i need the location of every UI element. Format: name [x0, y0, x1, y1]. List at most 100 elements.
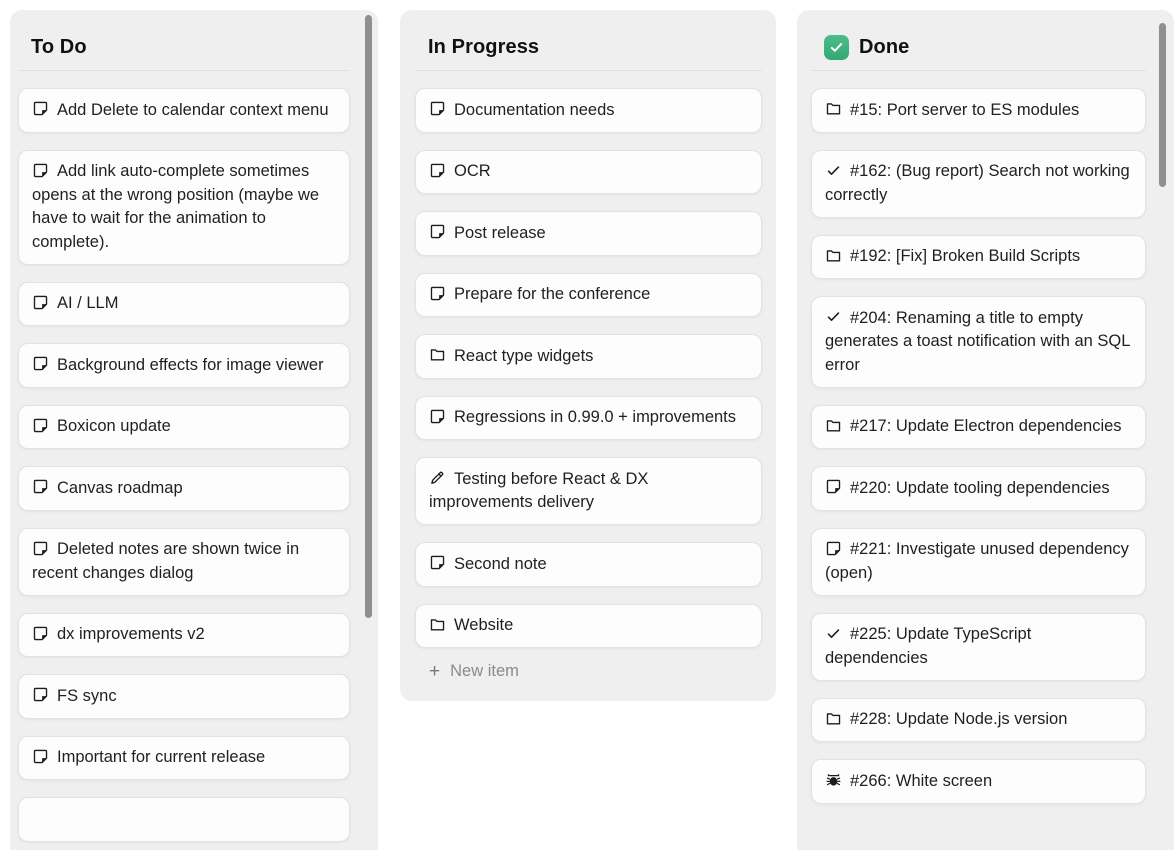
card-list: #15: Port server to ES modules #162: (Bug… — [811, 88, 1146, 804]
card-text: Regressions in 0.99.0 + improvements — [454, 408, 737, 426]
scrollbar-thumb[interactable] — [1159, 23, 1166, 187]
note-icon — [32, 162, 57, 180]
note-icon — [429, 285, 454, 303]
kanban-card[interactable]: #220: Update tooling dependencies — [811, 466, 1146, 511]
note-icon — [429, 555, 454, 573]
column-divider — [415, 70, 762, 71]
kanban-card[interactable]: OCR — [415, 149, 762, 194]
column-divider — [811, 70, 1146, 71]
column-title: In Progress — [428, 36, 540, 58]
card-text: Prepare for the conference — [454, 285, 651, 303]
card-text: Testing before React & DX improvements d… — [429, 469, 649, 512]
kanban-card[interactable]: Testing before React & DX improvements d… — [415, 457, 762, 525]
card-text: dx improvements v2 — [57, 625, 205, 643]
kanban-card[interactable]: Prepare for the conference — [415, 272, 762, 317]
folder-icon — [429, 347, 454, 365]
note-icon — [32, 625, 57, 643]
folder-icon — [429, 616, 454, 634]
note-icon — [32, 417, 57, 435]
plus-icon: + — [429, 661, 441, 682]
card-text: #162: (Bug report) Search not working co… — [825, 162, 1130, 204]
new-item-label: New item — [450, 662, 519, 680]
card-text: #228: Update Node.js version — [850, 710, 1068, 728]
card-text: #225: Update TypeScript dependencies — [825, 625, 1032, 667]
card-text: Documentation needs — [454, 100, 615, 119]
kanban-card[interactable]: Background effects for image viewer — [18, 343, 350, 388]
card-text: #204: Renaming a title to empty generate… — [825, 308, 1130, 374]
kanban-card[interactable]: dx improvements v2 — [18, 612, 350, 657]
note-icon — [429, 162, 454, 180]
column-header: Done — [824, 10, 1146, 61]
bug-icon — [825, 772, 850, 790]
column-title: Done — [859, 36, 910, 58]
kanban-card-partial[interactable] — [18, 797, 350, 842]
note-icon — [825, 540, 850, 558]
card-text: #266: White screen — [850, 771, 993, 790]
folder-icon — [825, 247, 850, 265]
kanban-card[interactable]: AI / LLM — [18, 281, 350, 326]
column-todo: To Do Add Delete to calendar context men… — [10, 10, 378, 850]
kanban-card[interactable]: Deleted notes are shown twice in recent … — [18, 527, 350, 596]
note-icon — [32, 540, 57, 558]
kanban-card[interactable]: #192: [Fix] Broken Build Scripts — [811, 234, 1146, 279]
card-text: Second note — [454, 554, 547, 573]
kanban-card[interactable]: FS sync — [18, 674, 350, 719]
kanban-card[interactable]: Boxicon update — [18, 404, 350, 449]
kanban-card[interactable]: #266: White screen — [811, 759, 1146, 804]
checked-checkbox-icon — [824, 35, 849, 60]
kanban-card[interactable]: Add Delete to calendar context menu — [18, 88, 350, 133]
card-text: Boxicon update — [57, 417, 171, 435]
kanban-card[interactable]: #162: (Bug report) Search not working co… — [811, 149, 1146, 218]
card-text: Important for current release — [57, 748, 266, 766]
kanban-card[interactable]: Documentation needs — [415, 88, 762, 133]
note-icon — [429, 101, 454, 119]
scrollbar-thumb[interactable] — [365, 15, 372, 618]
kanban-card[interactable]: Website — [415, 603, 762, 648]
note-icon — [825, 479, 850, 497]
card-list: Documentation needs OCR Post release Prepar… — [415, 88, 762, 648]
note-icon — [32, 748, 57, 766]
kanban-card[interactable]: #217: Update Electron dependencies — [811, 404, 1146, 449]
note-icon — [429, 408, 454, 426]
folder-icon — [825, 417, 850, 435]
kanban-card[interactable]: Post release — [415, 211, 762, 256]
kanban-card[interactable]: #204: Renaming a title to empty generate… — [811, 296, 1146, 388]
card-text: OCR — [454, 162, 491, 180]
check-icon — [825, 625, 850, 643]
column-divider — [18, 70, 350, 71]
card-text: React type widgets — [454, 346, 594, 365]
kanban-card[interactable]: #15: Port server to ES modules — [811, 88, 1146, 133]
card-text: Canvas roadmap — [57, 478, 183, 497]
folder-icon — [825, 101, 850, 119]
check-icon — [825, 309, 850, 327]
note-icon — [32, 687, 57, 705]
card-text: Add Delete to calendar context menu — [57, 100, 329, 119]
column-in-progress: In Progress Documentation needs OCR Post r… — [400, 10, 776, 701]
kanban-card[interactable]: Add link auto-complete sometimes opens a… — [18, 149, 350, 265]
card-text: #15: Port server to ES modules — [850, 100, 1080, 119]
card-text: AI / LLM — [57, 294, 119, 312]
kanban-card[interactable]: #228: Update Node.js version — [811, 697, 1146, 742]
card-text: #221: Investigate unused dependency (ope… — [825, 540, 1129, 582]
kanban-card[interactable]: Regressions in 0.99.0 + improvements — [415, 395, 762, 440]
kanban-card[interactable]: Important for current release — [18, 735, 350, 780]
column-header: To Do — [31, 10, 350, 61]
card-text: Add link auto-complete sometimes opens a… — [32, 162, 320, 251]
new-item-button[interactable]: + New item — [429, 662, 762, 681]
card-text: Post release — [454, 223, 546, 242]
card-text: Background effects for image viewer — [57, 355, 324, 374]
column-header: In Progress — [428, 10, 762, 61]
card-text: Website — [454, 616, 514, 634]
kanban-card[interactable]: React type widgets — [415, 334, 762, 379]
kanban-card[interactable]: #225: Update TypeScript dependencies — [811, 612, 1146, 681]
card-list: Add Delete to calendar context menu Add l… — [18, 88, 350, 842]
column-done: Done #15: Port server to ES modules #162:… — [797, 10, 1174, 850]
card-text: Deleted notes are shown twice in recent … — [32, 540, 300, 582]
note-icon — [32, 294, 57, 312]
kanban-card[interactable]: #221: Investigate unused dependency (ope… — [811, 527, 1146, 596]
kanban-card[interactable]: Second note — [415, 542, 762, 587]
kanban-card[interactable]: Canvas roadmap — [18, 466, 350, 511]
pencil-icon — [429, 470, 454, 488]
note-icon — [429, 224, 454, 242]
